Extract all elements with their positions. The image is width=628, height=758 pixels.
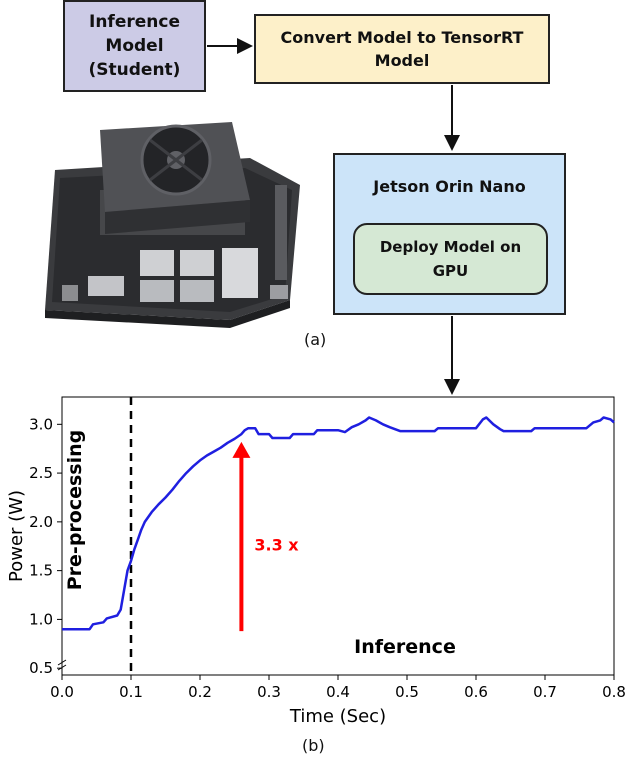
y-tick-label: 2.0 bbox=[29, 513, 53, 531]
convert-line-2: Model bbox=[374, 51, 430, 70]
inference-line-1: Inference bbox=[89, 12, 180, 32]
jetson-title: Jetson Orin Nano bbox=[373, 177, 526, 196]
x-tick-label: 0.3 bbox=[257, 683, 281, 701]
axis-break-mark bbox=[57, 659, 67, 666]
y-tick-label: 3.0 bbox=[29, 415, 53, 433]
deploy-model-box: Deploy Model on GPU bbox=[353, 223, 548, 295]
inference-label: Inference bbox=[354, 636, 456, 658]
y-tick-label: 2.5 bbox=[29, 464, 53, 482]
deploy-line-1: Deploy Model on bbox=[379, 238, 522, 256]
inference-model-box: Inference Model (Student) bbox=[63, 0, 206, 92]
x-tick-label: 0.4 bbox=[326, 683, 350, 701]
x-axis-label: Time (Sec) bbox=[289, 706, 386, 727]
x-tick-label: 0.2 bbox=[188, 683, 212, 701]
x-tick-label: 0.0 bbox=[50, 683, 74, 701]
power-series-line bbox=[62, 416, 615, 631]
jetson-box: Jetson Orin Nano Deploy Model on GPU bbox=[333, 153, 566, 315]
plot-frame bbox=[61, 396, 615, 676]
y-tick-label: 0.5 bbox=[29, 659, 53, 677]
x-tick-label: 0.7 bbox=[533, 683, 557, 701]
y-axis-label: Power (W) bbox=[6, 490, 27, 582]
x-tick-label: 0.5 bbox=[395, 683, 419, 701]
x-tick-label: 0.8 bbox=[602, 683, 626, 701]
caption-b: (b) bbox=[302, 736, 325, 755]
chart-axes: 0.0 0.1 0.2 0.3 0.4 0.5 0.6 0.7 0.8 0.5 1.0 1.5 2.0 2… bbox=[6, 396, 626, 727]
deploy-line-2: GPU bbox=[432, 262, 469, 280]
speedup-arrow-head bbox=[232, 441, 251, 458]
caption-a: (a) bbox=[304, 330, 327, 349]
y-tick-label: 1.5 bbox=[29, 562, 53, 580]
x-tick-label: 0.1 bbox=[119, 683, 143, 701]
inference-line-3: (Student) bbox=[88, 60, 181, 80]
convert-model-box: Convert Model to TensorRT Model bbox=[254, 14, 550, 84]
y-tick-label: 1.0 bbox=[29, 610, 53, 628]
preprocessing-label: Pre-processing bbox=[64, 430, 86, 591]
x-tick-label: 0.6 bbox=[464, 683, 488, 701]
axis-break-mark bbox=[57, 664, 67, 671]
convert-line-1: Convert Model to TensorRT bbox=[280, 28, 524, 47]
chart-annotations: 3.3 x Pre-processing Inference bbox=[62, 397, 615, 675]
inference-line-2: Model bbox=[105, 36, 164, 56]
speedup-label: 3.3 x bbox=[254, 535, 299, 554]
